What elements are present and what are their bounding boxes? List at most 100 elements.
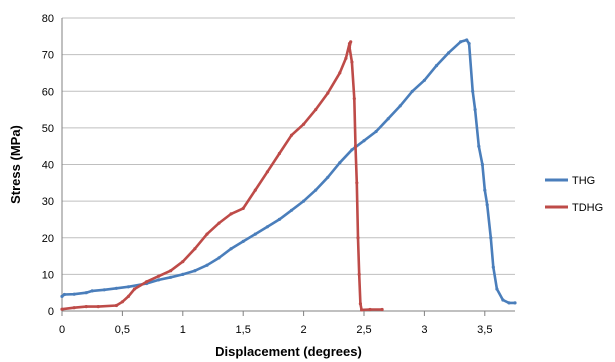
data-point-tdhg [344,56,348,60]
data-point-tdhg [157,274,161,278]
data-point-thg [386,117,390,121]
data-point-thg [72,292,76,296]
data-point-thg [289,208,294,212]
data-point-tdhg [355,181,359,185]
data-point-thg [157,278,161,282]
data-point-tdhg [84,305,88,309]
x-tick-label: 3,5 [477,324,492,336]
data-point-tdhg [326,91,330,95]
data-point-tdhg [169,269,173,273]
data-point-thg [60,294,64,298]
y-tick-label: 20 [42,233,54,245]
data-point-thg [471,89,475,93]
data-point-thg [362,139,366,143]
y-tick-label: 40 [42,160,54,172]
data-point-thg [422,78,426,82]
data-point-thg [205,263,209,267]
data-point-thg [398,104,402,108]
data-point-thg [114,286,118,290]
axes [61,18,515,316]
data-point-thg [513,301,517,305]
data-point-thg [447,51,451,55]
data-point-tdhg [302,122,306,126]
data-point-tdhg [96,305,100,309]
data-point-thg [483,188,487,192]
x-axis-title: Displacement (degrees) [215,344,362,359]
data-point-thg [501,298,505,302]
series-line-thg [60,38,517,305]
data-point-tdhg [314,108,318,112]
data-point-thg [374,129,378,134]
data-point-thg [480,162,484,167]
x-tick-label: 3 [421,324,427,336]
data-point-tdhg [277,151,281,156]
data-point-thg [495,287,499,291]
data-point-thg [277,217,281,221]
data-point-thg [507,301,511,305]
x-tick-label: 0,5 [115,324,130,336]
data-point-tdhg [380,307,384,312]
data-point-tdhg [114,303,118,308]
gridlines [62,17,515,312]
data-point-tdhg [360,308,364,312]
tick-labels: 0 10 20 30 40 50 60 70 80 0 0,5 1 1,5 2 2,5 3 3,5 [42,13,493,336]
x-tick-label: 1 [180,324,186,336]
legend-label-tdhg: TDHG [572,202,603,214]
data-point-thg [84,291,88,295]
data-point-tdhg [253,188,257,192]
data-point-thg [102,288,106,292]
data-point-tdhg [357,272,361,276]
data-point-thg [485,203,489,207]
data-point-thg [326,175,330,179]
data-point-thg [489,236,493,240]
data-point-tdhg [289,133,294,137]
data-point-thg [434,64,439,68]
data-point-tdhg [368,307,372,312]
y-tick-label: 10 [42,269,54,281]
data-point-tdhg [205,232,209,236]
data-point-thg [302,199,306,203]
data-point-tdhg [358,302,362,306]
y-axis-title: Stress (MPa) [8,125,23,204]
data-point-tdhg [265,170,269,174]
data-point-thg [229,247,233,251]
data-point-tdhg [193,247,197,251]
legend: THG TDHG [545,175,603,214]
data-point-thg [90,289,94,293]
y-tick-label: 60 [42,86,54,98]
data-point-tdhg [120,300,124,304]
data-point-thg [477,144,481,148]
data-point-thg [465,38,469,42]
x-tick-label: 0 [59,324,65,336]
data-point-thg [314,188,318,192]
y-tick-label: 50 [42,123,54,135]
x-tick-label: 1,5 [236,324,251,336]
data-point-thg [193,269,197,273]
data-point-thg [338,161,342,165]
data-point-tdhg [241,206,245,210]
y-tick-label: 80 [42,13,54,25]
data-point-thg [459,40,463,44]
data-point-tdhg [132,287,137,291]
data-point-tdhg [60,307,64,311]
data-point-thg [350,148,354,152]
data-point-thg [491,265,495,269]
y-tick-label: 30 [42,196,54,208]
data-point-thg [62,292,66,297]
data-point-thg [253,232,257,236]
data-point-tdhg [352,97,356,101]
data-point-tdhg [347,45,352,49]
data-point-tdhg [217,221,221,225]
x-tick-label: 2,5 [356,324,371,336]
data-point-thg [241,239,245,243]
data-point-tdhg [356,236,360,240]
legend-label-thg: THG [572,175,595,187]
data-point-tdhg [349,40,353,44]
data-point-tdhg [126,294,130,298]
data-point-tdhg [338,71,342,75]
data-point-thg [217,256,221,260]
data-point-tdhg [350,60,354,64]
series-lines [60,38,517,312]
data-point-thg [169,275,173,279]
